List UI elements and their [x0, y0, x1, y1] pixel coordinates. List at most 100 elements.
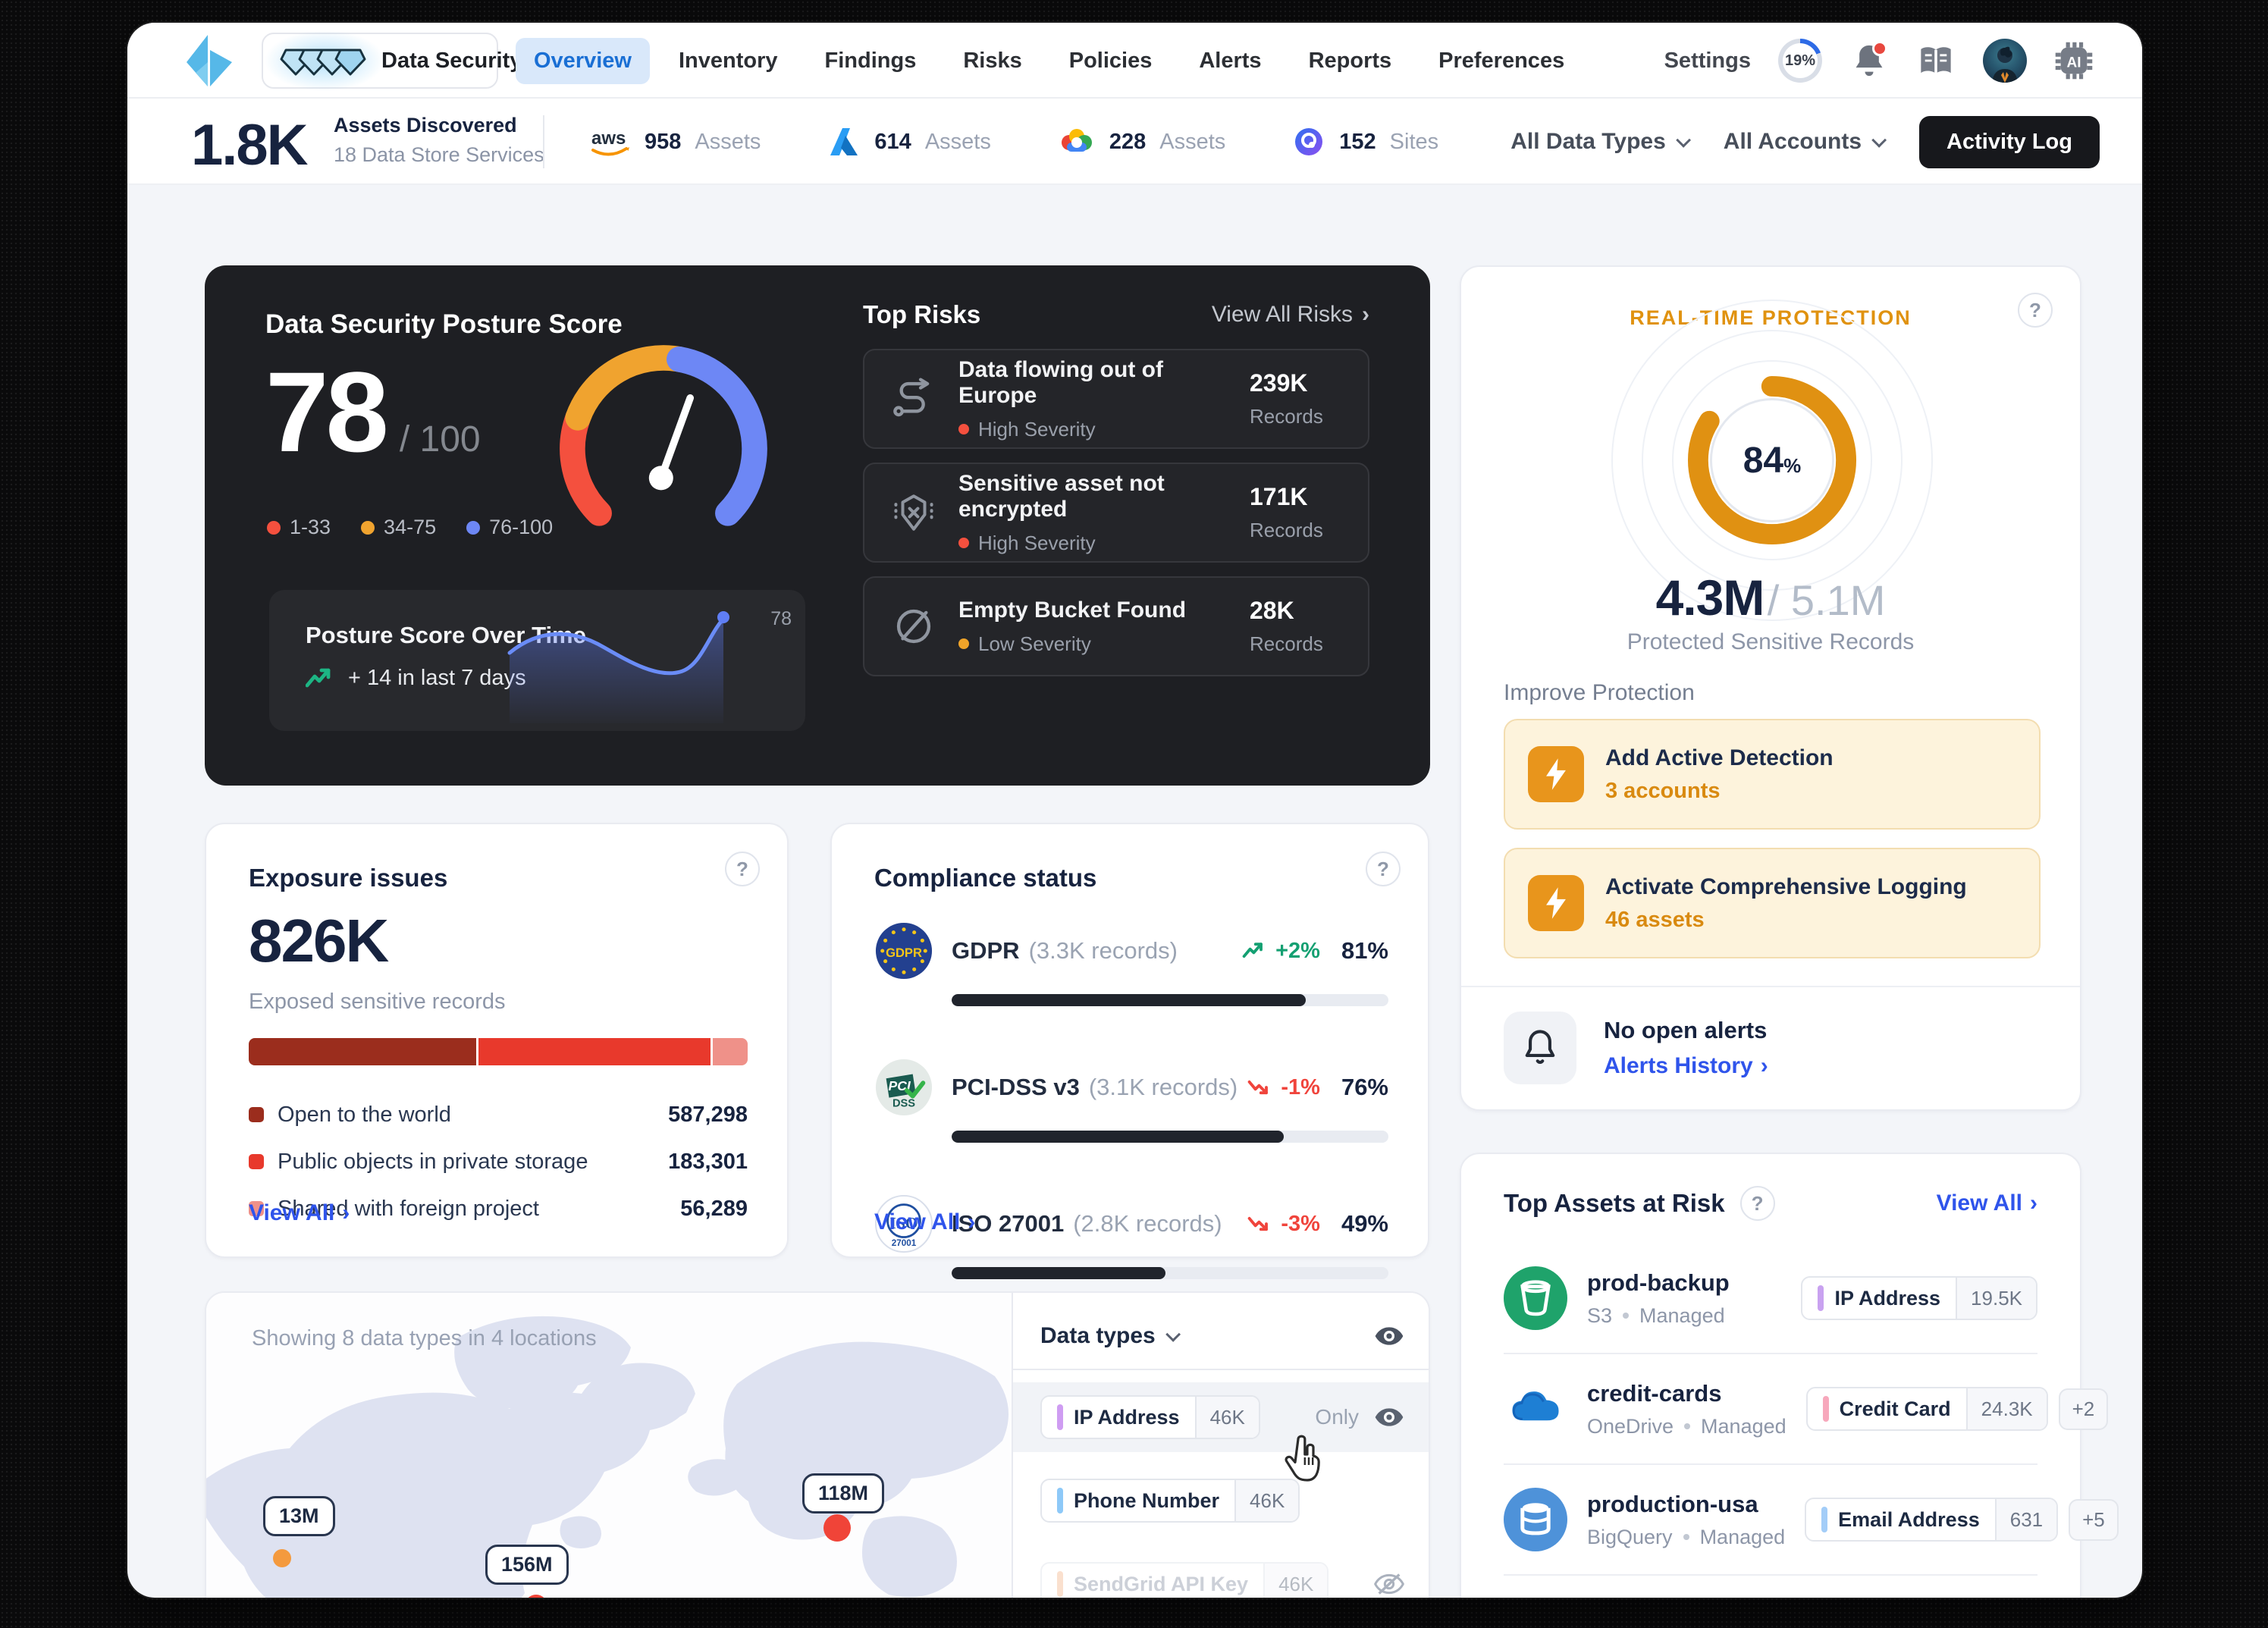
posture-title: Data Security Posture Score — [265, 309, 623, 339]
navbar-right: Settings 19% AI — [1664, 23, 2094, 99]
product-switcher[interactable]: Data Security — [262, 30, 541, 91]
tab-policies[interactable]: Policies — [1068, 48, 1153, 73]
eye-icon[interactable] — [1374, 1325, 1404, 1347]
protection-caption: Protected Sensitive Records — [1626, 629, 1915, 654]
alerts-bell-icon — [1504, 1012, 1576, 1084]
app-window: Data Security Overview Inventory Finding… — [127, 23, 2142, 1598]
compliance-view-all-link[interactable]: View All › — [874, 1209, 976, 1234]
filter-data-types[interactable]: All Data Types — [1510, 129, 1691, 155]
chevron-down-icon — [1871, 132, 1887, 148]
notifications-bell-icon[interactable] — [1849, 41, 1889, 80]
data-type-row-sendgrid[interactable]: SendGrid API Key 46K — [1013, 1549, 1429, 1598]
risk-row-empty-bucket[interactable]: Empty Bucket Found Low Severity 28K Recor… — [863, 576, 1369, 676]
total-assets-count: 1.8K — [191, 113, 309, 177]
scan-progress-badge[interactable]: 19% — [1778, 39, 1822, 83]
no-open-alerts-label: No open alerts — [1604, 1017, 1768, 1043]
posture-sparkline — [507, 611, 729, 723]
pci-progress-bar — [952, 1131, 1388, 1143]
help-icon[interactable]: ? — [1366, 852, 1401, 886]
more-badges-pill[interactable]: +2 — [2058, 1388, 2109, 1430]
provider-aws: aws 958 Assets — [588, 126, 761, 158]
tab-reports[interactable]: Reports — [1308, 48, 1392, 73]
provider-sites: 152 Sites — [1292, 125, 1438, 158]
trend-up-icon — [1242, 943, 1263, 958]
gdpr-progress-bar — [952, 994, 1388, 1006]
assets-summary-bar: 1.8K Assets Discovered 18 Data Store Ser… — [127, 99, 2142, 185]
divider — [543, 115, 544, 168]
gems-icon — [265, 30, 384, 91]
azure-icon — [830, 128, 858, 155]
gdpr-icon: GDPR — [875, 922, 933, 980]
risk-row-data-flow[interactable]: Data flowing out of Europe High Severity… — [863, 349, 1369, 449]
tab-overview[interactable]: Overview — [516, 37, 650, 84]
action-activate-logging[interactable]: Activate Comprehensive Logging 46 assets — [1504, 848, 2041, 958]
not-encrypted-icon — [894, 494, 933, 531]
settings-link[interactable]: Settings — [1664, 48, 1751, 73]
improve-protection-label: Improve Protection — [1504, 680, 1695, 705]
map-marker-13m[interactable]: 13M — [263, 1496, 335, 1536]
compliance-title: Compliance status — [874, 864, 1097, 892]
ai-assistant-icon[interactable]: AI — [2054, 41, 2094, 80]
asset-row-prod-backup[interactable]: prod-backup S3 Managed IP Address 19.5K — [1504, 1244, 2037, 1354]
alerts-history-link[interactable]: Alerts History › — [1604, 1053, 1768, 1078]
help-icon[interactable]: ? — [2018, 293, 2053, 328]
data-type-row-phone-number[interactable]: Phone Number 46K — [1013, 1466, 1429, 1535]
tab-preferences[interactable]: Preferences — [1438, 48, 1565, 73]
tab-inventory[interactable]: Inventory — [678, 48, 778, 73]
map-marker-156m[interactable]: 156M — [485, 1545, 569, 1585]
asset-row-prod-logs[interactable]: prod-logs OpenSearchManaged Credit Card1… — [1504, 1576, 2037, 1598]
exposure-total: 826K — [249, 907, 389, 974]
tab-alerts[interactable]: Alerts — [1199, 48, 1262, 73]
trend-down-icon — [1248, 1080, 1269, 1095]
map-caption: Showing 8 data types in 4 locations — [252, 1326, 597, 1350]
assets-subtitle: 18 Data Store Services — [334, 143, 544, 166]
protection-donut — [1687, 375, 1857, 545]
data-type-badge: Email Address 631 — [1805, 1498, 2059, 1542]
onedrive-icon — [1512, 1391, 1559, 1421]
exposure-legend: Open to the world 587,298 Public objects … — [249, 1091, 748, 1232]
empty-bucket-icon — [896, 609, 931, 644]
asset-row-credit-cards[interactable]: credit-cards OneDrive Managed Credit Card… — [1504, 1354, 2109, 1465]
trend-up-icon — [306, 668, 331, 687]
posture-gauge — [560, 345, 767, 526]
help-icon[interactable]: ? — [725, 852, 760, 886]
action-add-active-detection[interactable]: Add Active Detection 3 accounts — [1504, 719, 2041, 830]
only-filter-label[interactable]: Only — [1315, 1405, 1359, 1429]
exposure-row-public-objects: Public objects in private storage 183,301 — [249, 1138, 748, 1185]
risk-row-not-encrypted[interactable]: Sensitive asset not encrypted High Sever… — [863, 463, 1369, 563]
data-types-dropdown[interactable]: Data types — [1040, 1323, 1181, 1349]
navbar: Data Security Overview Inventory Finding… — [127, 23, 2142, 99]
alerts-summary: No open alerts Alerts History › — [1504, 1012, 1768, 1084]
more-badges-pill[interactable]: +5 — [2069, 1498, 2119, 1541]
exposure-view-all-link[interactable]: View All › — [249, 1200, 350, 1225]
activity-log-button[interactable]: Activity Log — [1919, 115, 2100, 168]
world-map — [206, 1293, 1012, 1598]
svg-text:AI: AI — [2066, 55, 2081, 71]
svg-text:GDPR: GDPR — [886, 946, 922, 960]
data-type-row-ip-address[interactable]: IP Address 46K Only — [1013, 1382, 1429, 1452]
map-dot-156m — [525, 1595, 547, 1598]
filter-accounts[interactable]: All Accounts — [1724, 129, 1887, 155]
help-icon[interactable]: ? — [1739, 1186, 1775, 1221]
docs-book-icon[interactable] — [1916, 41, 1956, 80]
tab-findings[interactable]: Findings — [824, 48, 917, 73]
protection-percent: 84% — [1743, 440, 1802, 481]
top-assets-card: Top Assets at Risk ? View All › prod-back… — [1460, 1153, 2119, 1598]
user-avatar[interactable] — [1983, 39, 2027, 83]
view-all-risks-link[interactable]: View All Risks › — [1211, 302, 1369, 327]
top-assets-view-all-link[interactable]: View All › — [1936, 1190, 2037, 1216]
bigquery-icon — [1504, 1488, 1567, 1551]
eye-icon[interactable] — [1374, 1407, 1404, 1428]
data-types-panel: Data types IP Address 46K Only Phone Numb… — [1012, 1293, 1429, 1598]
map-marker-118m[interactable]: 118M — [802, 1473, 885, 1514]
eye-off-icon[interactable] — [1374, 1573, 1404, 1595]
svg-text:27001: 27001 — [892, 1238, 917, 1248]
asset-row-production-usa[interactable]: production-usa BigQuery Managed Email Add… — [1504, 1465, 2119, 1576]
exposure-row-open-world: Open to the world 587,298 — [249, 1091, 748, 1138]
s3-bucket-icon — [1504, 1266, 1567, 1330]
sparkline-endpoint-label: 78 — [770, 608, 792, 629]
tab-risks[interactable]: Risks — [963, 48, 1022, 73]
exposure-row-foreign-project: Shared with foreign project 56,289 — [249, 1185, 748, 1232]
provider-gcp: 228 Assets — [1058, 126, 1225, 158]
exposure-issues-card: Exposure issues ? 826K Exposed sensitive… — [205, 823, 789, 1258]
